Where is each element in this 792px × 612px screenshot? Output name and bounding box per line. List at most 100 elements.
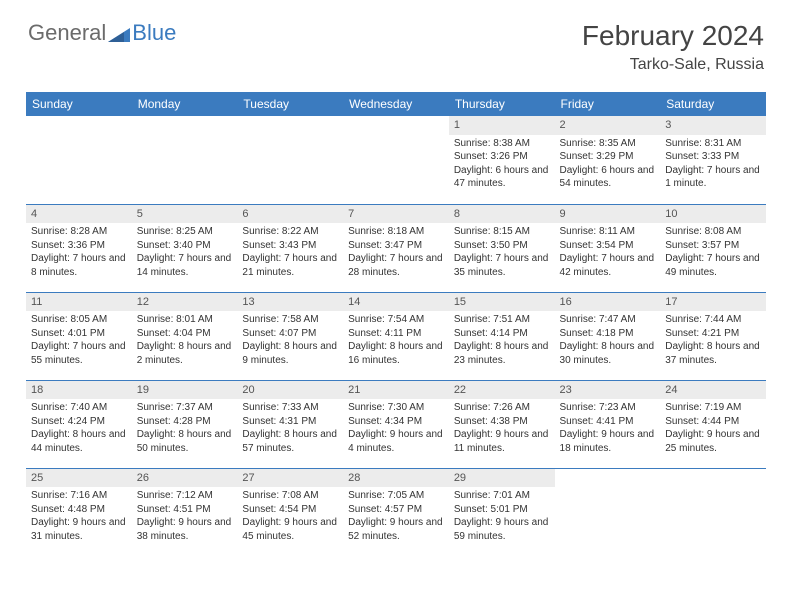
calendar-day-cell: 8Sunrise: 8:15 AMSunset: 3:50 PMDaylight…: [449, 204, 555, 292]
day-number: 16: [555, 293, 661, 312]
day-text: Sunrise: 8:18 AMSunset: 3:47 PMDaylight:…: [343, 225, 449, 283]
day-header: Friday: [555, 92, 661, 116]
daylight-text: Daylight: 8 hours and 30 minutes.: [560, 340, 656, 367]
daylight-text: Daylight: 7 hours and 28 minutes.: [348, 252, 444, 279]
day-text: Sunrise: 8:28 AMSunset: 3:36 PMDaylight:…: [26, 225, 132, 283]
day-text: Sunrise: 8:35 AMSunset: 3:29 PMDaylight:…: [555, 137, 661, 195]
sunset-text: Sunset: 3:36 PM: [31, 239, 127, 253]
calendar-day-cell: [343, 116, 449, 204]
day-number: 10: [660, 205, 766, 224]
day-text: Sunrise: 7:58 AMSunset: 4:07 PMDaylight:…: [237, 313, 343, 371]
day-header: Monday: [132, 92, 238, 116]
calendar-day-cell: 15Sunrise: 7:51 AMSunset: 4:14 PMDayligh…: [449, 292, 555, 380]
header: General Blue February 2024 Tarko-Sale, R…: [0, 0, 792, 82]
sunrise-text: Sunrise: 7:23 AM: [560, 401, 656, 415]
day-number: 25: [26, 469, 132, 488]
sunset-text: Sunset: 3:26 PM: [454, 150, 550, 164]
calendar-day-cell: 11Sunrise: 8:05 AMSunset: 4:01 PMDayligh…: [26, 292, 132, 380]
daylight-text: Daylight: 8 hours and 9 minutes.: [242, 340, 338, 367]
calendar-day-cell: 1Sunrise: 8:38 AMSunset: 3:26 PMDaylight…: [449, 116, 555, 204]
day-number: 15: [449, 293, 555, 312]
sunrise-text: Sunrise: 7:51 AM: [454, 313, 550, 327]
sunrise-text: Sunrise: 7:26 AM: [454, 401, 550, 415]
calendar-day-cell: 26Sunrise: 7:12 AMSunset: 4:51 PMDayligh…: [132, 468, 238, 556]
calendar-day-cell: [26, 116, 132, 204]
sunset-text: Sunset: 4:57 PM: [348, 503, 444, 517]
sunset-text: Sunset: 3:40 PM: [137, 239, 233, 253]
daylight-text: Daylight: 9 hours and 59 minutes.: [454, 516, 550, 543]
daylight-text: Daylight: 7 hours and 21 minutes.: [242, 252, 338, 279]
logo-triangle-icon: [108, 24, 130, 42]
daylight-text: Daylight: 7 hours and 1 minute.: [665, 164, 761, 191]
calendar-day-cell: 12Sunrise: 8:01 AMSunset: 4:04 PMDayligh…: [132, 292, 238, 380]
sunset-text: Sunset: 3:50 PM: [454, 239, 550, 253]
daylight-text: Daylight: 8 hours and 50 minutes.: [137, 428, 233, 455]
day-header: Thursday: [449, 92, 555, 116]
daylight-text: Daylight: 9 hours and 4 minutes.: [348, 428, 444, 455]
daylight-text: Daylight: 9 hours and 11 minutes.: [454, 428, 550, 455]
daylight-text: Daylight: 8 hours and 57 minutes.: [242, 428, 338, 455]
sunrise-text: Sunrise: 8:01 AM: [137, 313, 233, 327]
daylight-text: Daylight: 9 hours and 45 minutes.: [242, 516, 338, 543]
calendar-day-cell: 29Sunrise: 7:01 AMSunset: 5:01 PMDayligh…: [449, 468, 555, 556]
calendar-day-cell: 6Sunrise: 8:22 AMSunset: 3:43 PMDaylight…: [237, 204, 343, 292]
day-number: 23: [555, 381, 661, 400]
sunrise-text: Sunrise: 7:30 AM: [348, 401, 444, 415]
day-number: 14: [343, 293, 449, 312]
calendar-day-cell: 25Sunrise: 7:16 AMSunset: 4:48 PMDayligh…: [26, 468, 132, 556]
calendar-day-cell: 4Sunrise: 8:28 AMSunset: 3:36 PMDaylight…: [26, 204, 132, 292]
sunrise-text: Sunrise: 7:12 AM: [137, 489, 233, 503]
calendar-week-row: 18Sunrise: 7:40 AMSunset: 4:24 PMDayligh…: [26, 380, 766, 468]
sunrise-text: Sunrise: 8:11 AM: [560, 225, 656, 239]
sunrise-text: Sunrise: 7:40 AM: [31, 401, 127, 415]
sunset-text: Sunset: 3:54 PM: [560, 239, 656, 253]
day-header: Tuesday: [237, 92, 343, 116]
day-header: Wednesday: [343, 92, 449, 116]
sunset-text: Sunset: 4:38 PM: [454, 415, 550, 429]
sunset-text: Sunset: 4:11 PM: [348, 327, 444, 341]
day-text: Sunrise: 7:40 AMSunset: 4:24 PMDaylight:…: [26, 401, 132, 459]
day-number: 21: [343, 381, 449, 400]
day-text: Sunrise: 7:05 AMSunset: 4:57 PMDaylight:…: [343, 489, 449, 547]
day-number: 7: [343, 205, 449, 224]
daylight-text: Daylight: 9 hours and 31 minutes.: [31, 516, 127, 543]
day-text: Sunrise: 7:30 AMSunset: 4:34 PMDaylight:…: [343, 401, 449, 459]
day-number: 24: [660, 381, 766, 400]
calendar-day-cell: 13Sunrise: 7:58 AMSunset: 4:07 PMDayligh…: [237, 292, 343, 380]
daylight-text: Daylight: 8 hours and 16 minutes.: [348, 340, 444, 367]
day-text: Sunrise: 8:08 AMSunset: 3:57 PMDaylight:…: [660, 225, 766, 283]
day-number: 13: [237, 293, 343, 312]
sunset-text: Sunset: 4:01 PM: [31, 327, 127, 341]
day-header: Saturday: [660, 92, 766, 116]
calendar-day-cell: 7Sunrise: 8:18 AMSunset: 3:47 PMDaylight…: [343, 204, 449, 292]
calendar-header-row: SundayMondayTuesdayWednesdayThursdayFrid…: [26, 92, 766, 116]
day-text: Sunrise: 8:22 AMSunset: 3:43 PMDaylight:…: [237, 225, 343, 283]
day-header: Sunday: [26, 92, 132, 116]
sunrise-text: Sunrise: 7:05 AM: [348, 489, 444, 503]
sunrise-text: Sunrise: 7:47 AM: [560, 313, 656, 327]
day-number: 5: [132, 205, 238, 224]
sunset-text: Sunset: 4:44 PM: [665, 415, 761, 429]
location: Tarko-Sale, Russia: [582, 56, 764, 74]
day-text: Sunrise: 7:12 AMSunset: 4:51 PMDaylight:…: [132, 489, 238, 547]
logo-text-general: General: [28, 20, 106, 46]
day-number: 8: [449, 205, 555, 224]
sunrise-text: Sunrise: 8:15 AM: [454, 225, 550, 239]
daylight-text: Daylight: 9 hours and 52 minutes.: [348, 516, 444, 543]
daylight-text: Daylight: 7 hours and 49 minutes.: [665, 252, 761, 279]
day-number: 17: [660, 293, 766, 312]
sunset-text: Sunset: 4:54 PM: [242, 503, 338, 517]
sunset-text: Sunset: 3:29 PM: [560, 150, 656, 164]
sunset-text: Sunset: 4:34 PM: [348, 415, 444, 429]
sunrise-text: Sunrise: 7:33 AM: [242, 401, 338, 415]
day-text: Sunrise: 8:38 AMSunset: 3:26 PMDaylight:…: [449, 137, 555, 195]
calendar-day-cell: 27Sunrise: 7:08 AMSunset: 4:54 PMDayligh…: [237, 468, 343, 556]
calendar-day-cell: [237, 116, 343, 204]
daylight-text: Daylight: 7 hours and 8 minutes.: [31, 252, 127, 279]
sunset-text: Sunset: 3:57 PM: [665, 239, 761, 253]
sunset-text: Sunset: 4:24 PM: [31, 415, 127, 429]
sunset-text: Sunset: 3:47 PM: [348, 239, 444, 253]
sunset-text: Sunset: 3:43 PM: [242, 239, 338, 253]
day-number: 6: [237, 205, 343, 224]
sunrise-text: Sunrise: 8:35 AM: [560, 137, 656, 151]
